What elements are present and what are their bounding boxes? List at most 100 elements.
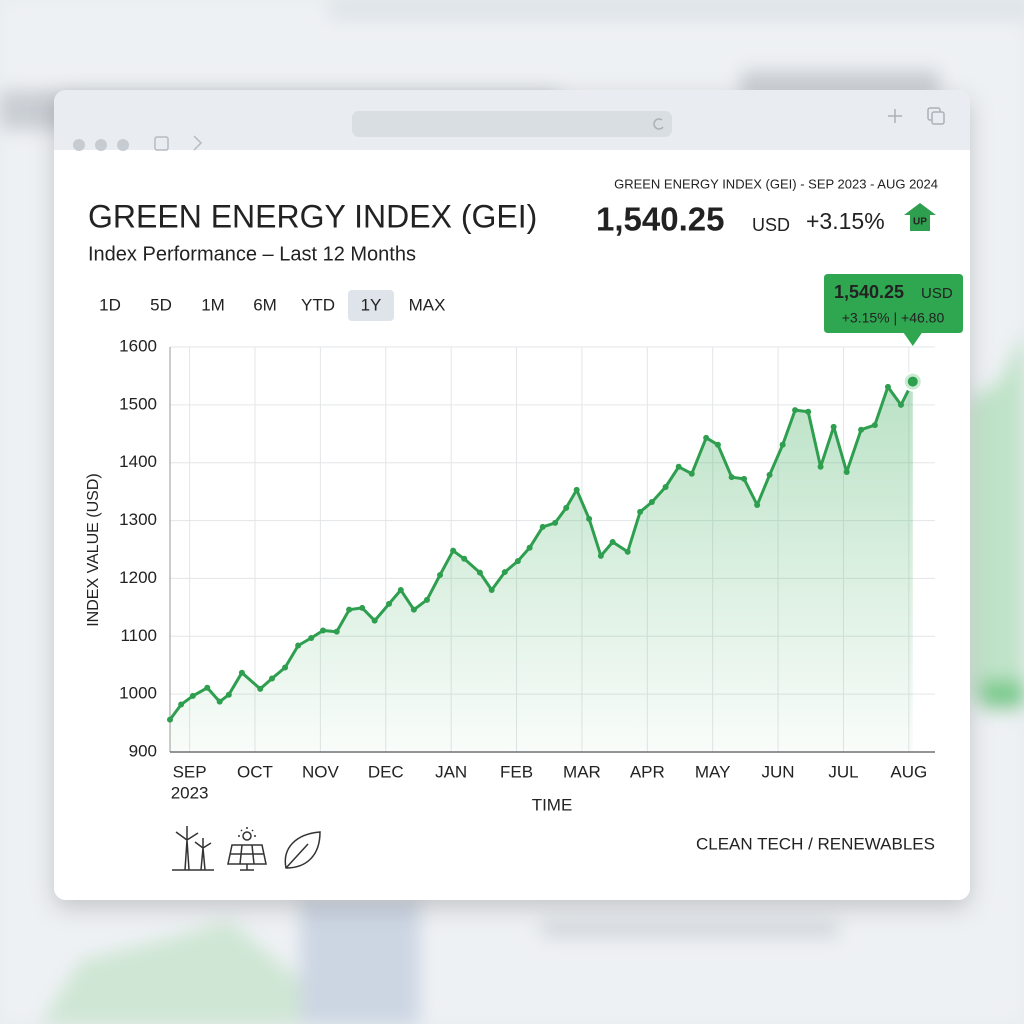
point <box>884 383 891 390</box>
y-tick-label: 1600 <box>119 336 157 355</box>
y-tick-label: 900 <box>129 741 157 760</box>
point <box>741 475 748 482</box>
sector-label: CLEAN TECH / RENEWABLES <box>696 834 935 853</box>
timeframe-button[interactable]: 1M <box>201 295 225 314</box>
currency: USD <box>752 215 790 235</box>
point <box>526 544 533 551</box>
x-tick-label: JUL <box>828 762 858 781</box>
point <box>805 408 812 415</box>
reload-icon[interactable] <box>653 118 664 130</box>
point <box>637 508 644 515</box>
point <box>688 470 695 477</box>
point <box>766 471 773 478</box>
point <box>728 474 735 481</box>
timeframe-button[interactable]: YTD <box>301 295 335 314</box>
window-dot[interactable] <box>73 139 85 151</box>
point <box>898 401 904 408</box>
x-tick-label: NOV <box>302 762 340 781</box>
window-dot[interactable] <box>95 139 107 151</box>
timeframe-active-bg[interactable] <box>348 290 394 321</box>
tooltip-price: 1,540.25 <box>834 282 904 302</box>
point <box>437 571 444 578</box>
tooltip-unit: USD <box>921 285 953 302</box>
tooltip <box>824 274 963 346</box>
point <box>204 684 211 691</box>
point <box>514 558 521 565</box>
point <box>675 463 682 470</box>
x-tick-label: DEC <box>368 762 404 781</box>
timeframe-button[interactable]: 6M <box>253 295 277 314</box>
sector-icons <box>172 826 321 871</box>
point <box>461 555 468 562</box>
timeframe-button[interactable]: 5D <box>150 295 172 314</box>
point <box>359 604 366 611</box>
forward-button[interactable] <box>193 135 203 151</box>
point <box>295 642 302 649</box>
up-label: UP <box>913 217 927 228</box>
up-badge: UP <box>904 203 936 231</box>
point <box>257 685 264 692</box>
point <box>238 669 245 676</box>
point <box>386 600 393 607</box>
point <box>423 596 430 603</box>
point <box>830 423 837 430</box>
point <box>843 468 850 475</box>
y-axis-label: INDEX VALUE (USD) <box>85 473 102 627</box>
timeframe-selector: 1D 5D 1M 6M YTD 1Y MAX <box>99 290 445 321</box>
point <box>189 692 196 699</box>
point <box>609 538 616 545</box>
y-tick-label: 1000 <box>119 684 157 703</box>
timeframe-button[interactable]: 1Y <box>361 295 382 314</box>
point <box>858 426 865 433</box>
point <box>269 675 275 682</box>
x-axis-label: TIME <box>532 795 573 814</box>
point <box>714 441 721 448</box>
point <box>476 569 483 576</box>
point <box>216 698 223 705</box>
point <box>662 484 669 491</box>
up-arrow <box>904 203 936 231</box>
point <box>225 691 232 698</box>
address-bar[interactable] <box>352 111 672 137</box>
chart: 900 1000 1100 1200 1300 1400 1500 1600 SEP OCT NOV… <box>85 274 963 814</box>
point <box>597 552 604 559</box>
x-tick-label: OCT <box>237 762 273 781</box>
point <box>371 617 378 624</box>
point <box>333 628 340 635</box>
tabs-icon[interactable] <box>931 111 945 125</box>
x-tick-label: JUN <box>762 762 795 781</box>
current-point <box>907 376 918 387</box>
x-tick-label: SEP <box>173 762 207 781</box>
solar-panel-icon <box>227 827 267 871</box>
point <box>501 569 508 576</box>
wind-turbine-icon <box>172 826 214 871</box>
point <box>779 441 786 448</box>
timeframe-button[interactable]: 1D <box>99 295 121 314</box>
window-dot[interactable] <box>117 139 129 151</box>
price: 1,540.25 <box>596 201 724 238</box>
page-title: GREEN ENERGY INDEX (GEI) <box>88 198 537 234</box>
point <box>703 434 710 441</box>
point <box>178 701 185 708</box>
point <box>817 463 824 470</box>
new-tab-button[interactable] <box>888 109 902 123</box>
point <box>754 501 761 508</box>
point <box>563 504 570 511</box>
x-tick-label: APR <box>630 762 665 781</box>
point <box>320 627 326 634</box>
point <box>410 606 417 613</box>
point <box>282 664 289 671</box>
x-tick-label: FEB <box>500 762 533 781</box>
x-tick-label: MAY <box>695 762 731 781</box>
point <box>539 523 546 530</box>
point <box>450 547 457 554</box>
point <box>397 587 404 593</box>
point <box>167 716 173 723</box>
sidebar-icon[interactable] <box>154 136 169 151</box>
y-tick-label: 1500 <box>119 394 157 413</box>
point <box>871 422 878 429</box>
x-tick-sublabel: 2023 <box>171 783 209 802</box>
point <box>488 587 495 593</box>
timeframe-button[interactable]: MAX <box>409 295 446 314</box>
